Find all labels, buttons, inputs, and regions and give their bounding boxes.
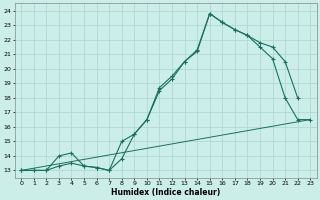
X-axis label: Humidex (Indice chaleur): Humidex (Indice chaleur)	[111, 188, 220, 197]
